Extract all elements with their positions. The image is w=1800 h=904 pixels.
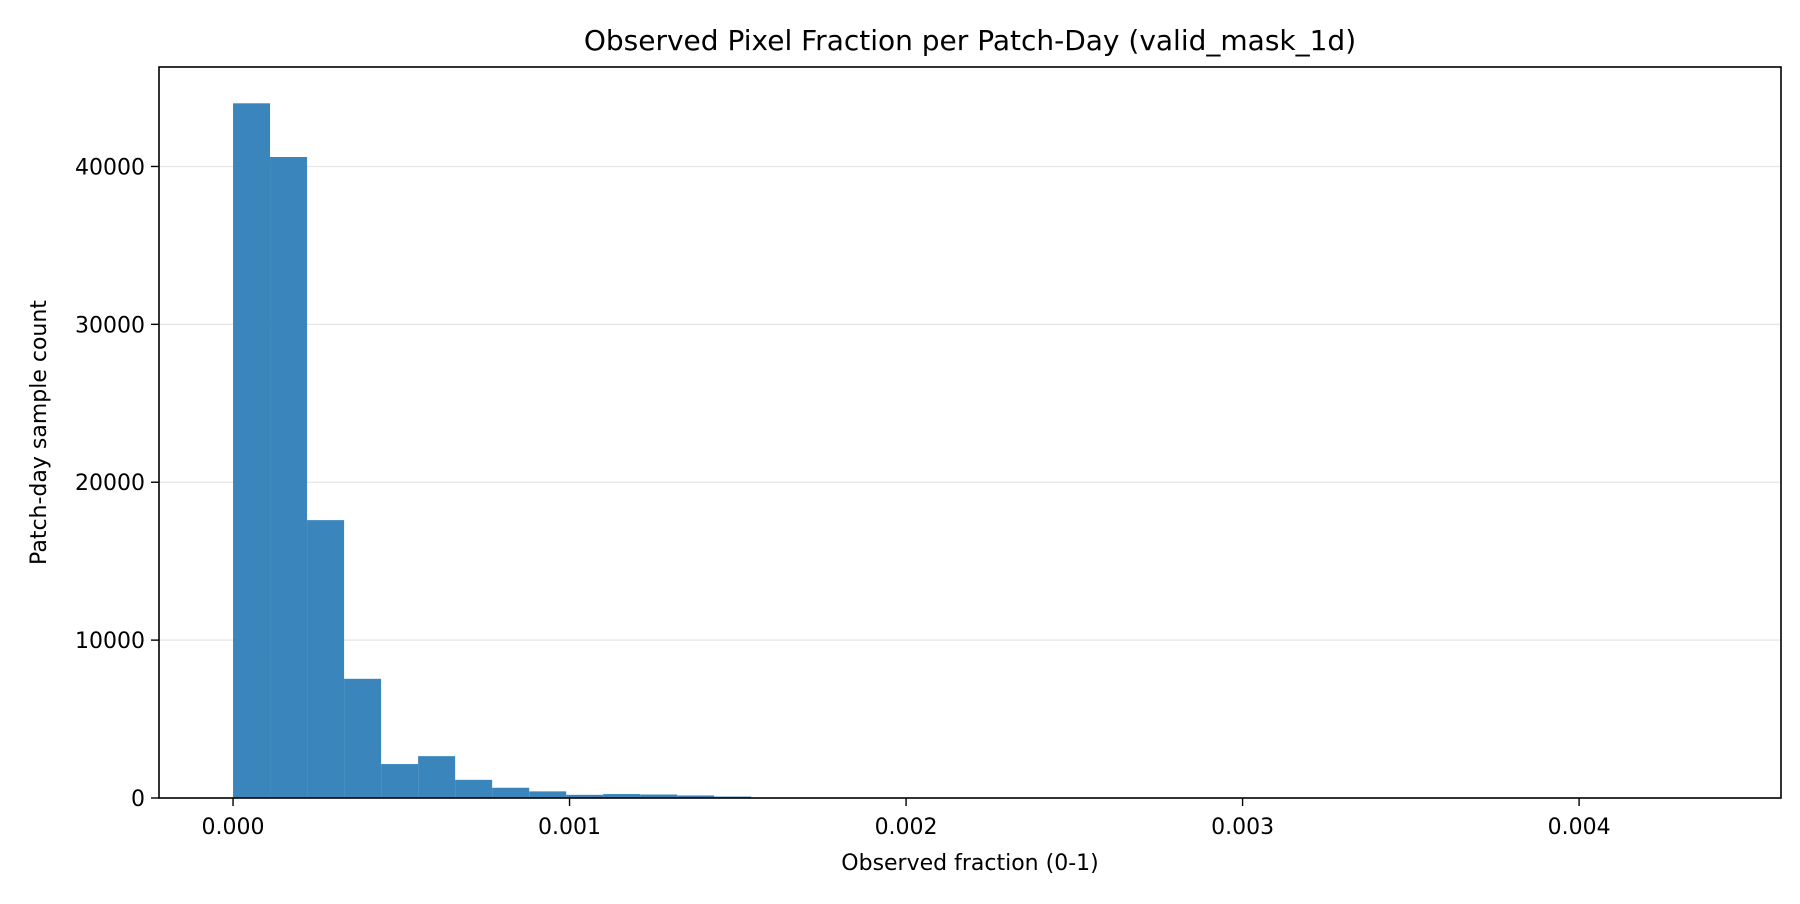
histogram-bar-7 — [492, 787, 530, 798]
y-tick-label-1: 10000 — [75, 629, 145, 654]
x-tick-label-4: 0.004 — [1548, 815, 1611, 840]
x-tick-label-2: 0.002 — [875, 815, 938, 840]
histogram-bar-0 — [233, 103, 271, 798]
histogram-bars — [233, 103, 752, 798]
histogram-bar-11 — [640, 794, 678, 798]
histogram-bar-1 — [270, 156, 308, 798]
histogram-bar-6 — [455, 779, 493, 798]
y-axis-ticks: 0 10000 20000 30000 40000 — [75, 155, 159, 812]
x-tick-label-3: 0.003 — [1211, 815, 1274, 840]
y-tick-label-4: 40000 — [75, 155, 145, 180]
y-tick-label-3: 30000 — [75, 313, 145, 338]
histogram-bar-10 — [603, 794, 641, 798]
x-tick-label-0: 0.000 — [202, 815, 265, 840]
histogram-bar-4 — [381, 764, 419, 798]
plot-frame — [158, 66, 1782, 799]
histogram-bar-9 — [566, 794, 604, 798]
y-tick-label-0: 0 — [131, 787, 145, 812]
y-tick-label-2: 20000 — [75, 471, 145, 496]
histogram-bar-3 — [344, 678, 382, 798]
histogram-bar-5 — [418, 756, 456, 798]
histogram-bar-2 — [307, 520, 345, 798]
x-axis-ticks: 0.000 0.001 0.002 0.003 0.004 — [202, 798, 1611, 840]
histogram-bar-8 — [529, 791, 567, 798]
y-axis-label: Patch-day sample count — [27, 300, 52, 565]
chart-title: Observed Pixel Fraction per Patch-Day (v… — [584, 24, 1356, 57]
x-tick-label-1: 0.001 — [538, 815, 601, 840]
grid-lines — [159, 165, 1781, 641]
x-axis-label: Observed fraction (0-1) — [841, 851, 1098, 876]
histogram-bar-12 — [677, 795, 715, 798]
